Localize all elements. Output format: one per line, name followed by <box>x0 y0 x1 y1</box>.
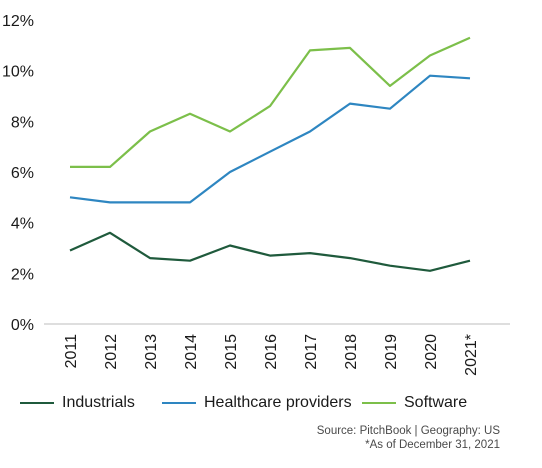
footnote-text: *As of December 31, 2021 <box>365 439 500 451</box>
y-tick-label: 12% <box>2 13 34 30</box>
x-tick-label: 2016 <box>263 334 280 370</box>
legend-item-software: Software <box>362 394 467 412</box>
x-tick-label: 2011 <box>63 334 80 369</box>
y-tick-label: 4% <box>11 216 34 233</box>
x-tick-label: 2017 <box>303 334 320 370</box>
source-note: Source: PitchBook | Geography: US *As of… <box>317 424 500 452</box>
legend-swatch <box>162 401 196 405</box>
legend: Industrials Healthcare providers Softwar… <box>0 394 542 418</box>
y-tick-label: 8% <box>11 114 34 131</box>
series-line-industrials <box>69 231 471 272</box>
line-chart: 0% 2% 4% 6% 8% 10% 12% 2011 2012 2013 2014 2015 201… <box>2 13 510 376</box>
series-line-software <box>70 36 471 168</box>
x-tick-label: 2014 <box>183 334 200 370</box>
x-tick-label: 2018 <box>343 334 360 370</box>
x-tick-label: 2013 <box>143 334 160 370</box>
legend-swatch <box>20 401 54 405</box>
x-tick-label: 2019 <box>383 334 400 370</box>
legend-label: Software <box>404 394 468 411</box>
y-tick-label: 6% <box>11 165 34 182</box>
legend-label: Industrials <box>62 394 135 411</box>
x-tick-label: 2021* <box>463 334 480 376</box>
legend-label: Healthcare providers <box>204 394 352 411</box>
y-tick-label: 2% <box>11 266 34 283</box>
legend-item-industrials: Industrials <box>20 394 135 412</box>
x-tick-label: 2020 <box>423 334 440 370</box>
legend-swatch <box>362 401 396 405</box>
y-tick-label: 0% <box>11 317 34 334</box>
x-tick-label: 2012 <box>103 334 120 370</box>
legend-item-healthcare-providers: Healthcare providers <box>162 394 352 412</box>
source-text: Source: PitchBook | Geography: US <box>316 425 500 437</box>
y-tick-label: 10% <box>2 64 34 81</box>
series-line-healthcare-providers <box>69 74 471 204</box>
x-tick-label: 2015 <box>223 334 240 370</box>
